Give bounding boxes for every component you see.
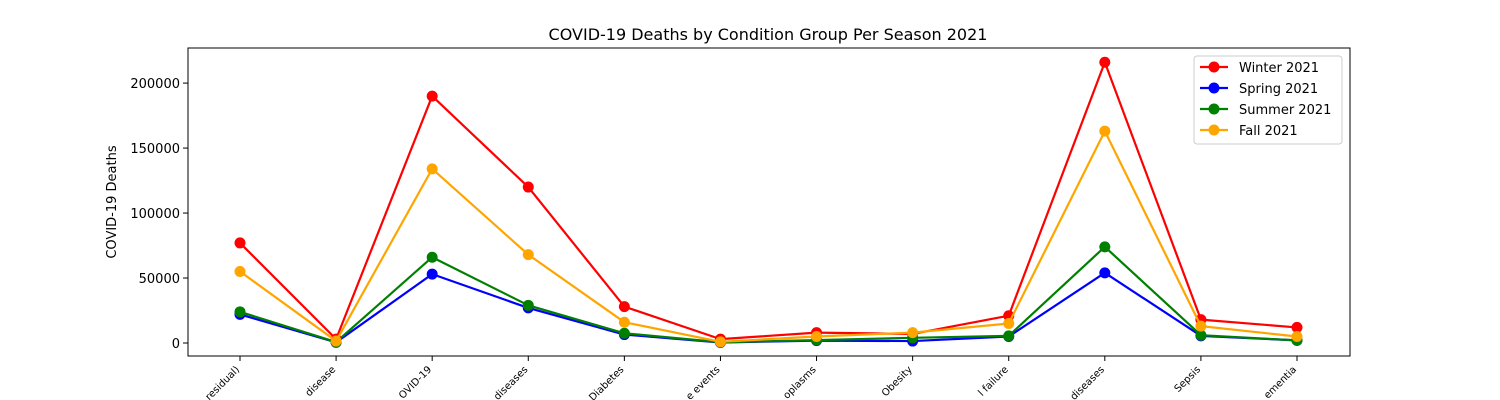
data-point bbox=[1099, 241, 1111, 253]
x-tick-label: Obesity bbox=[880, 364, 915, 399]
data-point bbox=[1099, 267, 1111, 279]
x-tick-label: oplasms bbox=[782, 364, 819, 400]
data-point bbox=[1099, 125, 1111, 137]
data-point bbox=[1195, 320, 1207, 332]
x-tick-label: OVID-19 bbox=[397, 364, 434, 400]
x-tick-label: Sepsis bbox=[1173, 364, 1203, 394]
x-tick-label: diseases bbox=[1069, 364, 1107, 400]
legend-marker bbox=[1208, 61, 1220, 73]
chart-title: COVID-19 Deaths by Condition Group Per S… bbox=[549, 25, 988, 44]
legend-label: Fall 2021 bbox=[1239, 124, 1298, 139]
data-point bbox=[426, 268, 438, 280]
data-point bbox=[811, 331, 823, 343]
x-tick-label: residual) bbox=[204, 364, 243, 400]
y-tick-label: 150000 bbox=[130, 142, 180, 157]
data-point bbox=[1003, 318, 1015, 330]
data-point bbox=[522, 299, 534, 311]
data-point bbox=[330, 335, 342, 347]
data-point bbox=[522, 249, 534, 261]
plot-area: 0 50000 100000 150000 200000 residual) disease… bbox=[130, 56, 1303, 400]
y-tick-label: 0 bbox=[172, 337, 180, 352]
y-tick-label: 200000 bbox=[130, 77, 180, 92]
legend: Winter 2021 Spring 2021 Summer 2021 Fall 20… bbox=[1193, 55, 1343, 145]
data-point bbox=[1291, 321, 1303, 333]
data-point bbox=[426, 163, 438, 175]
data-point bbox=[618, 327, 630, 339]
x-tick-label: l failure bbox=[977, 364, 1011, 398]
data-point bbox=[907, 327, 919, 339]
legend-marker bbox=[1208, 82, 1220, 94]
x-tick-label: ementia bbox=[1262, 364, 1299, 400]
legend-marker bbox=[1208, 103, 1220, 115]
legend-marker bbox=[1208, 124, 1220, 136]
y-tick-label: 100000 bbox=[130, 207, 180, 222]
data-point bbox=[234, 306, 246, 318]
y-tick-label: 50000 bbox=[139, 272, 180, 287]
data-point bbox=[1003, 330, 1015, 342]
data-point bbox=[618, 301, 630, 313]
data-point bbox=[1099, 56, 1111, 68]
y-axis-label: COVID-19 Deaths bbox=[105, 145, 120, 258]
data-point bbox=[426, 90, 438, 102]
x-tick-label: disease bbox=[304, 364, 339, 399]
legend-label: Winter 2021 bbox=[1239, 61, 1319, 76]
plot-frame bbox=[187, 47, 1351, 357]
x-tick-label: e events bbox=[684, 364, 722, 400]
series-line-winter-2021 bbox=[239, 61, 1298, 341]
data-point bbox=[426, 251, 438, 263]
series-line-summer-2021 bbox=[239, 245, 1298, 344]
data-point bbox=[618, 316, 630, 328]
data-point bbox=[522, 181, 534, 193]
x-tick-label: diseases bbox=[492, 364, 530, 400]
series-line-fall-2021 bbox=[239, 130, 1298, 343]
x-tick-label: Diabetes bbox=[587, 364, 626, 400]
legend-box bbox=[1193, 55, 1343, 145]
data-point bbox=[234, 237, 246, 249]
data-point bbox=[234, 266, 246, 278]
legend-label: Summer 2021 bbox=[1239, 103, 1331, 118]
data-point bbox=[1291, 331, 1303, 343]
legend-label: Spring 2021 bbox=[1239, 82, 1318, 97]
data-point bbox=[1195, 329, 1207, 341]
data-point bbox=[714, 336, 726, 348]
series-line-spring-2021 bbox=[239, 271, 1298, 344]
